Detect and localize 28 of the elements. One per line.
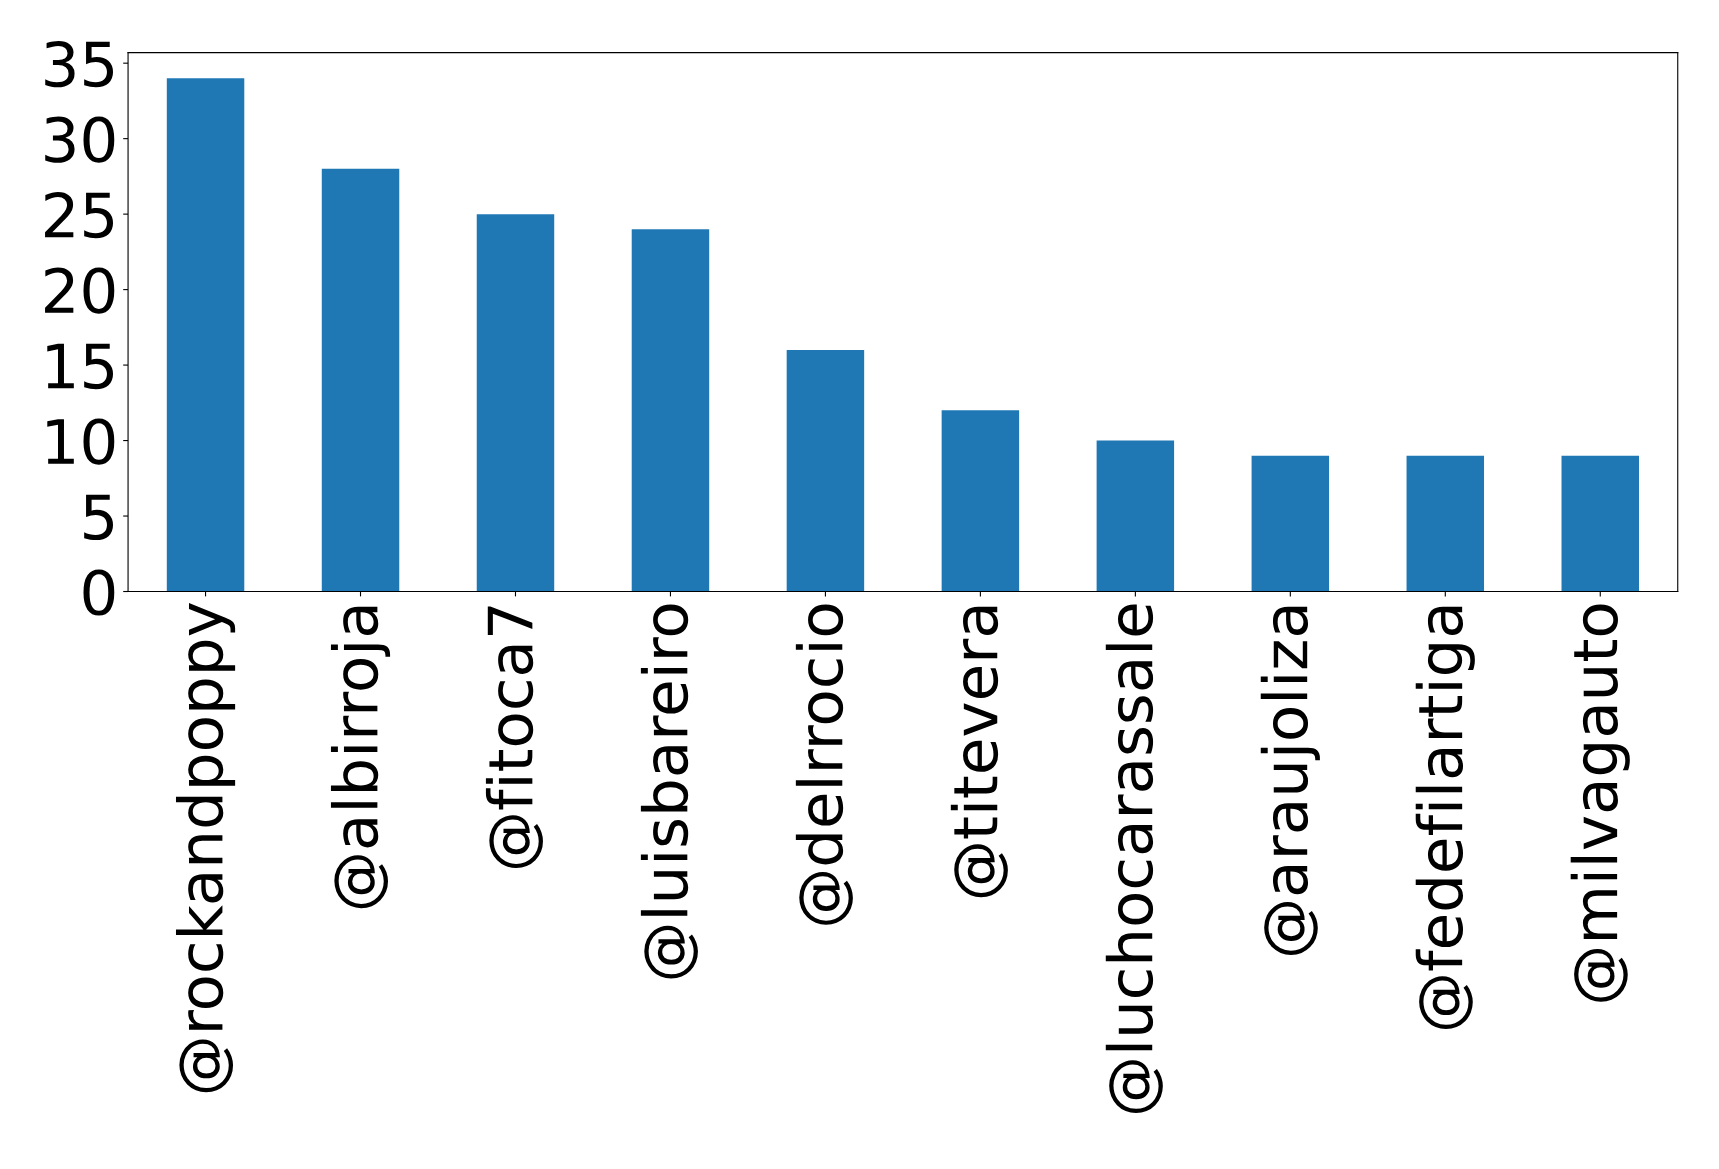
y-tick-label: 35	[45, 41, 113, 88]
x-tick-label: @araujoliza	[1260, 606, 1320, 955]
bar	[476, 214, 555, 592]
x-tick-label: @albirroja	[330, 606, 391, 909]
bar	[941, 410, 1020, 592]
x-tick-label: @luchocarassale	[1105, 604, 1163, 1114]
bar	[1406, 455, 1485, 592]
y-tick-label: 0	[83, 569, 115, 616]
bar	[166, 78, 245, 592]
y-tick-label: 20	[45, 267, 115, 314]
x-tick-label: @milvagauto	[1570, 604, 1630, 1002]
x-tick-label: @delrrocio	[795, 604, 853, 925]
y-tick-label: 5	[84, 494, 114, 541]
y-tick-label: 25	[45, 191, 113, 239]
x-tick-label: @fedefilartiga	[1415, 606, 1475, 1030]
x-tick-label: @titevera	[950, 606, 1008, 898]
bar	[786, 349, 865, 592]
bar	[1251, 455, 1330, 592]
bar	[321, 168, 400, 592]
y-tick-label: 30	[45, 116, 115, 163]
x-tick-label: @rockandpoppy	[175, 603, 236, 1093]
x-tick-label: @fitoca7	[485, 606, 543, 869]
x-tick-label: @luisbareiro	[640, 604, 698, 979]
bar	[631, 229, 710, 592]
y-tick-label: 15	[47, 343, 113, 390]
bar	[1096, 440, 1175, 592]
y-tick-label: 10	[47, 418, 115, 465]
bar	[1561, 455, 1639, 592]
